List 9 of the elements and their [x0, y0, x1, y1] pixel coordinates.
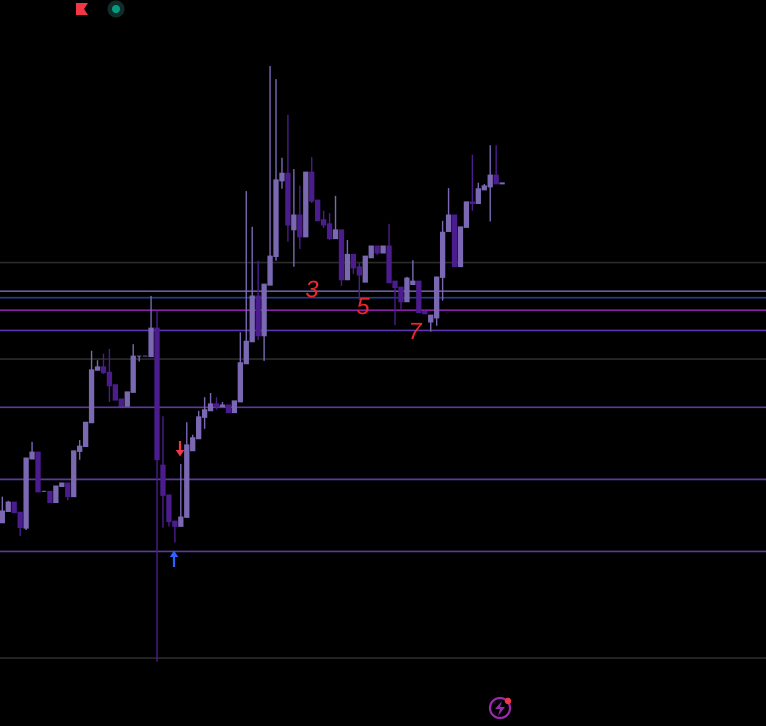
- candlestick: [446, 187, 452, 232]
- candlestick: [332, 195, 338, 240]
- candlestick: [291, 168, 297, 268]
- candlestick: [297, 185, 302, 250]
- candlestick: [65, 482, 70, 501]
- candlestick: [214, 396, 220, 410]
- candlestick: [494, 144, 499, 185]
- candlestick: [470, 154, 476, 212]
- candlestick: [47, 490, 53, 504]
